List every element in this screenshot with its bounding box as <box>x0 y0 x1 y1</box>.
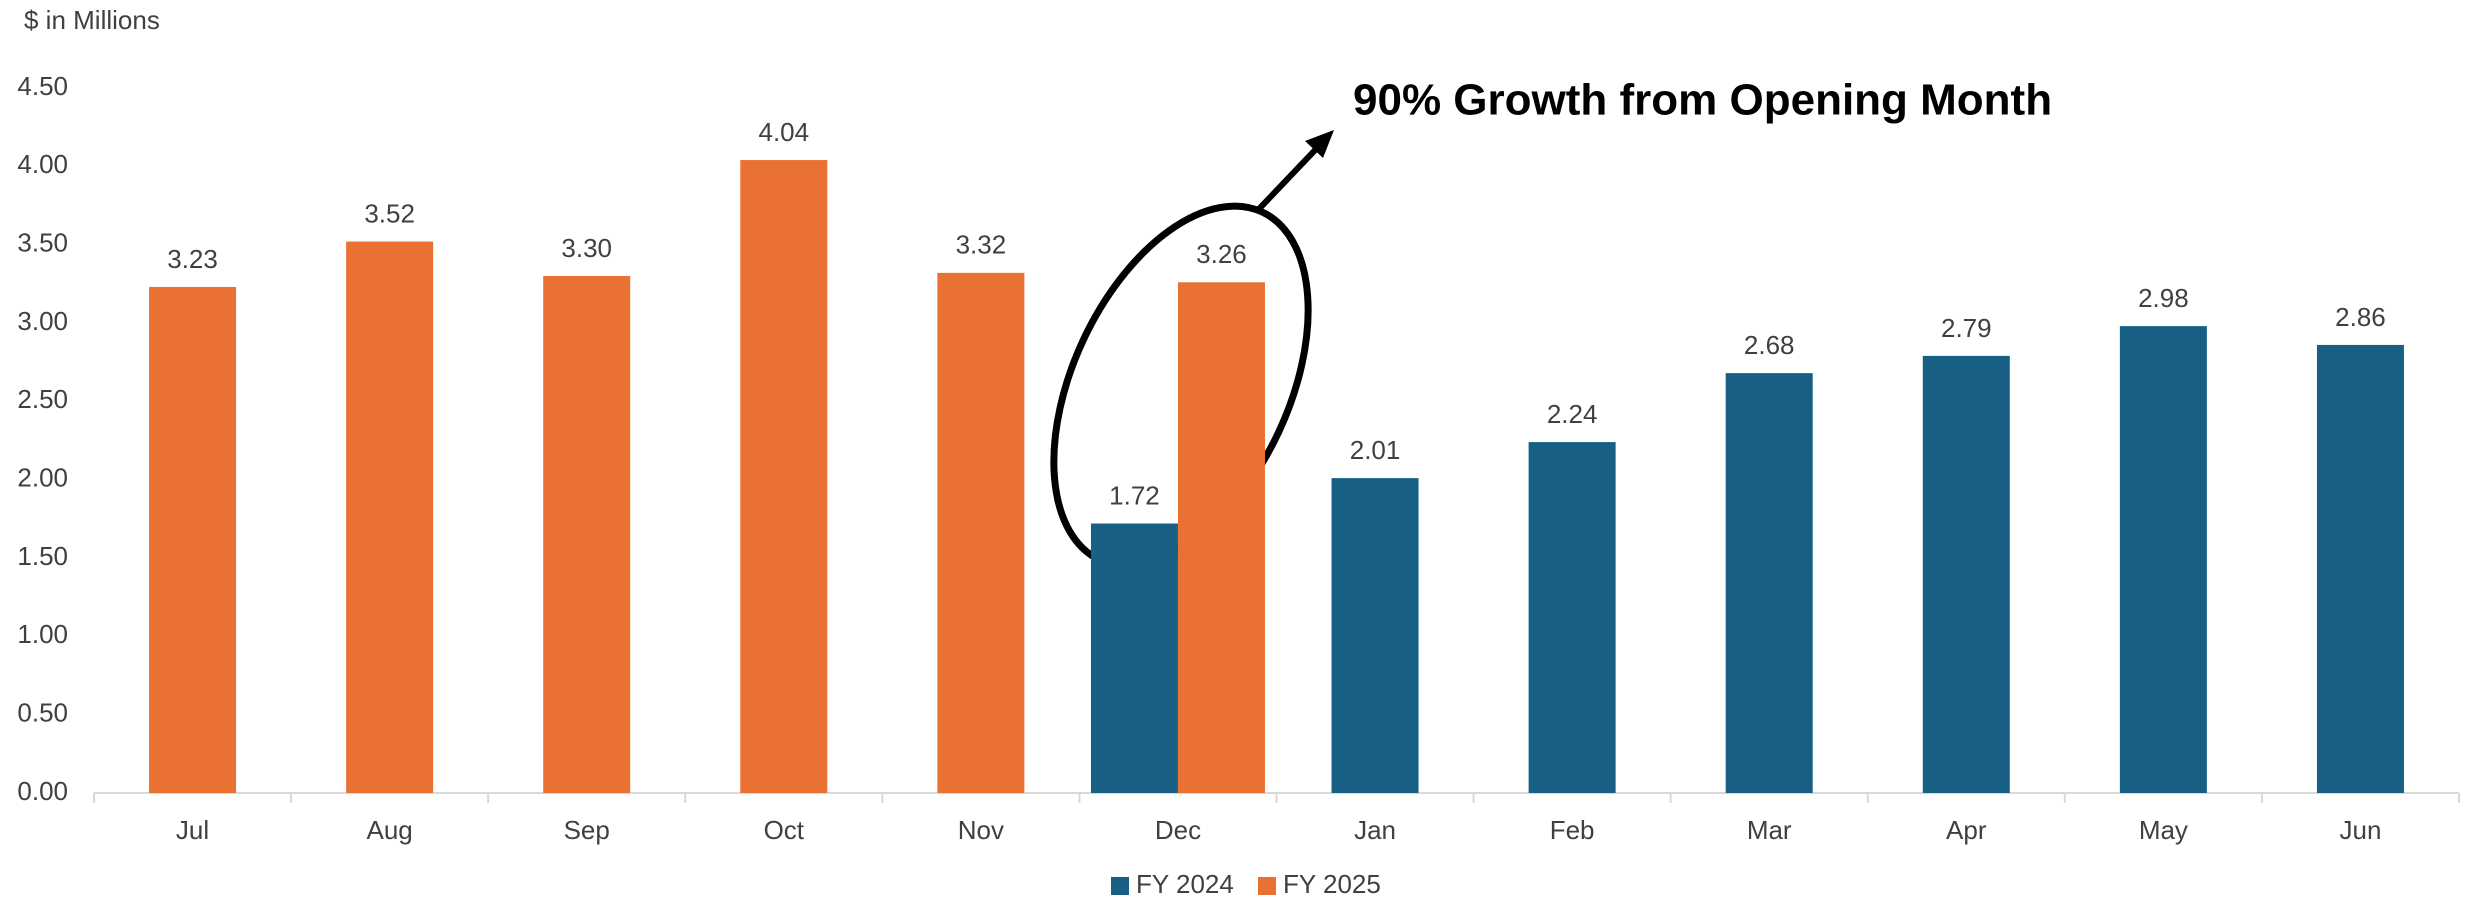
value-label: 3.23 <box>167 244 218 274</box>
x-tick-label: Oct <box>764 815 805 845</box>
y-axis-label: $ in Millions <box>24 5 160 35</box>
bar <box>543 276 631 793</box>
bar <box>1090 523 1178 793</box>
y-tick-label: 1.50 <box>17 541 68 571</box>
y-tick-label: 1.00 <box>17 619 68 649</box>
y-tick-label: 0.50 <box>17 698 68 728</box>
value-label: 2.79 <box>1941 313 1992 343</box>
y-tick-label: 3.00 <box>17 306 68 336</box>
value-label: 1.72 <box>1109 480 1160 510</box>
x-tick-label: Jun <box>2339 815 2381 845</box>
y-tick-label: 3.50 <box>17 228 68 258</box>
bar <box>149 286 237 793</box>
x-tick-label: Feb <box>1550 815 1595 845</box>
value-label: 3.52 <box>364 198 415 228</box>
value-label: 3.26 <box>1196 239 1247 269</box>
x-tick-label: Apr <box>1946 815 1987 845</box>
x-tick-label: Sep <box>564 815 610 845</box>
value-label: 2.24 <box>1547 399 1598 429</box>
y-tick-label: 2.00 <box>17 463 68 493</box>
y-tick-label: 0.00 <box>17 776 68 806</box>
y-tick-label: 4.50 <box>17 71 68 101</box>
bar <box>1528 442 1616 793</box>
value-label: 2.01 <box>1350 435 1401 465</box>
bar <box>2316 344 2404 793</box>
arrow-head <box>1305 130 1334 158</box>
bar <box>1725 373 1813 793</box>
legend-label: FY 2025 <box>1283 869 1381 899</box>
legend-swatch <box>1258 877 1276 895</box>
bar <box>2119 326 2207 793</box>
value-label: 2.68 <box>1744 330 1795 360</box>
value-label: 2.98 <box>2138 283 2189 313</box>
x-tick-label: Dec <box>1155 815 1201 845</box>
legend-swatch <box>1111 877 1129 895</box>
bar <box>1331 478 1419 793</box>
bar <box>937 272 1025 793</box>
bar <box>346 241 434 794</box>
x-tick-label: May <box>2139 815 2188 845</box>
value-label: 2.86 <box>2335 302 2386 332</box>
bar <box>1922 355 2010 793</box>
x-tick-label: Mar <box>1747 815 1792 845</box>
value-label: 3.30 <box>561 233 612 263</box>
y-tick-label: 4.00 <box>17 149 68 179</box>
legend-label: FY 2024 <box>1136 869 1234 899</box>
bar <box>1177 282 1265 793</box>
y-tick-label: 2.50 <box>17 384 68 414</box>
x-tick-label: Aug <box>366 815 412 845</box>
value-label: 4.04 <box>758 117 809 147</box>
annotation: 90% Growth from Opening Month <box>1353 76 2052 125</box>
value-label: 3.32 <box>956 230 1007 260</box>
arrow-shaft <box>1255 144 1321 213</box>
x-tick-label: Jan <box>1354 815 1396 845</box>
x-tick-label: Nov <box>958 815 1004 845</box>
bar <box>740 160 828 794</box>
x-tick-label: Jul <box>176 815 209 845</box>
